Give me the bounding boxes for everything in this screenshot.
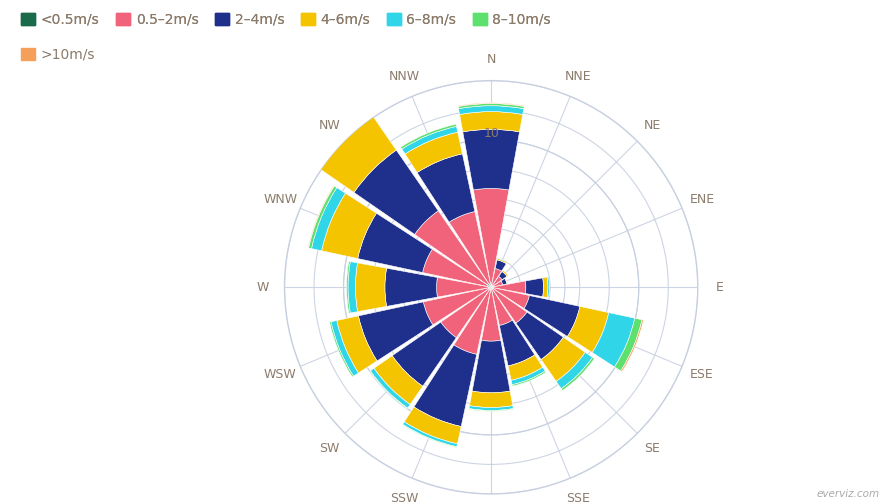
Bar (392, 322, 456, 386)
Bar (614, 318, 642, 371)
Bar (496, 260, 506, 271)
Bar (321, 193, 377, 259)
Bar (491, 287, 493, 288)
Bar (469, 409, 513, 411)
Bar (454, 289, 490, 354)
Bar (337, 316, 377, 373)
Bar (312, 187, 346, 251)
Bar (422, 249, 488, 286)
Bar (491, 287, 493, 289)
Bar (502, 270, 508, 276)
Text: 10: 10 (483, 127, 499, 140)
Bar (358, 213, 432, 273)
Bar (473, 188, 509, 284)
Bar (592, 312, 635, 367)
Bar (458, 106, 524, 114)
Bar (511, 367, 546, 385)
Bar (501, 279, 507, 285)
Bar (348, 262, 357, 313)
Text: everviz.com: everviz.com (816, 489, 880, 499)
Bar (414, 211, 488, 285)
Bar (489, 284, 491, 287)
Bar (449, 212, 490, 284)
Bar (402, 424, 457, 448)
Bar (488, 284, 491, 287)
Bar (492, 276, 502, 286)
Bar (524, 295, 580, 337)
Bar (505, 278, 508, 284)
Bar (458, 103, 524, 109)
Bar (497, 259, 507, 264)
Bar (472, 340, 510, 393)
Bar (491, 286, 493, 287)
Bar (516, 312, 563, 359)
Bar (498, 272, 507, 280)
Legend: <0.5m/s, 0.5–2m/s, 2–4m/s, 4–6m/s, 6–8m/s, 8–10m/s: <0.5m/s, 0.5–2m/s, 2–4m/s, 4–6m/s, 6–8m/… (16, 7, 556, 32)
Bar (489, 287, 491, 289)
Bar (492, 289, 513, 326)
Bar (488, 285, 491, 287)
Bar (403, 422, 457, 447)
Bar (621, 320, 643, 372)
Bar (370, 371, 407, 409)
Bar (488, 287, 491, 289)
Bar (492, 281, 503, 287)
Bar (305, 101, 365, 161)
Bar (561, 357, 595, 391)
Bar (488, 287, 491, 288)
Bar (490, 284, 492, 287)
Bar (423, 288, 488, 325)
Bar (309, 186, 337, 248)
Bar (491, 287, 493, 288)
Bar (330, 322, 354, 377)
Bar (385, 268, 438, 306)
Bar (492, 288, 527, 323)
Bar (508, 355, 543, 381)
Bar (543, 277, 548, 297)
Bar (497, 258, 507, 263)
Bar (481, 289, 501, 341)
Bar (374, 356, 422, 404)
Bar (491, 287, 492, 289)
Bar (320, 116, 396, 193)
Bar (490, 287, 491, 289)
Bar (512, 371, 546, 386)
Bar (470, 391, 513, 408)
Bar (305, 100, 363, 159)
Bar (354, 150, 438, 234)
Bar (469, 406, 513, 411)
Bar (405, 407, 461, 444)
Bar (441, 288, 490, 338)
Bar (417, 154, 475, 222)
Bar (491, 286, 492, 287)
Bar (525, 278, 544, 297)
Bar (493, 281, 526, 293)
Bar (331, 321, 358, 376)
Bar (355, 263, 387, 311)
Bar (346, 261, 350, 313)
Legend: >10m/s: >10m/s (16, 42, 101, 68)
Bar (463, 130, 520, 190)
Bar (309, 105, 372, 169)
Bar (308, 185, 334, 248)
Bar (358, 302, 433, 361)
Bar (458, 103, 524, 106)
Bar (437, 278, 488, 297)
Bar (541, 337, 585, 382)
Bar (401, 124, 456, 149)
Bar (405, 132, 463, 172)
Bar (547, 277, 549, 298)
Bar (460, 112, 522, 132)
Bar (371, 368, 410, 408)
Bar (499, 320, 535, 366)
Bar (567, 306, 609, 352)
Bar (493, 288, 530, 308)
Bar (402, 127, 458, 154)
Bar (413, 345, 477, 426)
Bar (556, 352, 593, 389)
Bar (491, 269, 502, 286)
